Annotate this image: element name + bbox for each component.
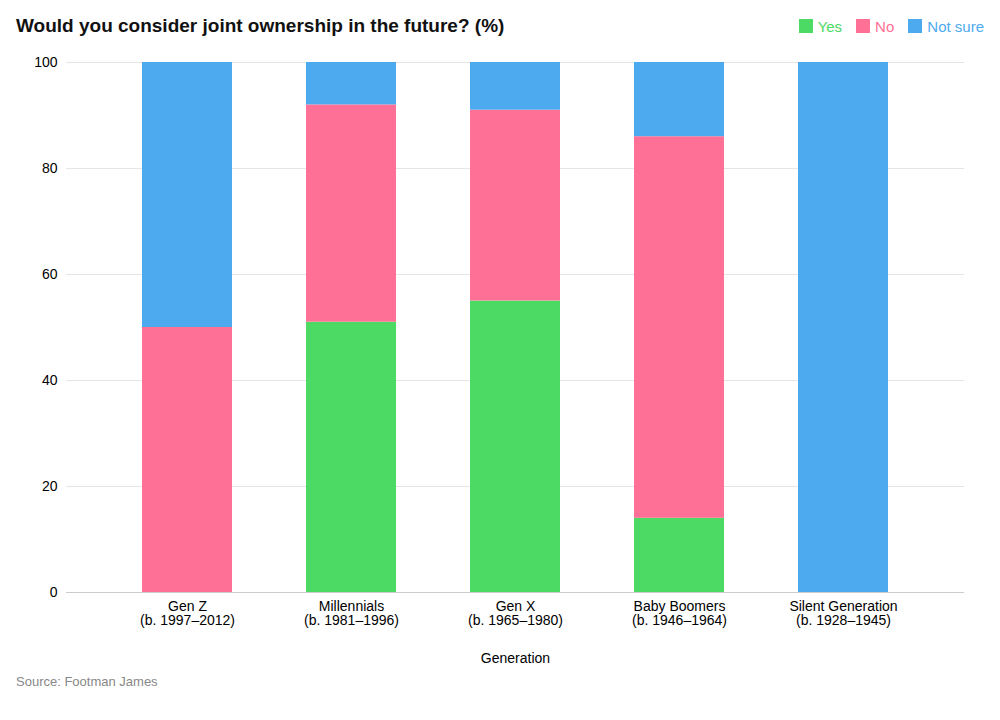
svg-text:20: 20 [42,478,58,494]
svg-text:Baby Boomers(b. 1946–1964): Baby Boomers(b. 1946–1964) [632,598,727,628]
html-text:Would you consider joint owner: Would you consider joint ownership in th… [16,15,505,36]
svg-text:Millennials(b. 1981–1996): Millennials(b. 1981–1996) [304,598,399,628]
html-text:Yes: Yes [817,17,843,35]
svg-text:Gen X(b. 1965–1980): Gen X(b. 1965–1980) [468,598,563,628]
html-text:Not sure: Not sure [927,17,984,35]
html-text:Source: Footman James: Source: Footman James [16,674,158,689]
svg-text:100: 100 [34,54,58,70]
svg-text:Gen Z(b. 1997–2012): Gen Z(b. 1997–2012) [140,598,235,628]
svg-text:Generation: Generation [481,650,550,666]
svg-text:0: 0 [50,584,58,600]
svg-text:40: 40 [42,372,58,388]
html-text:No: No [875,17,895,35]
svg-text:80: 80 [42,160,58,176]
svg-text:60: 60 [42,266,58,282]
svg-text:Silent Generation(b. 1928–1945: Silent Generation(b. 1928–1945) [789,598,897,628]
